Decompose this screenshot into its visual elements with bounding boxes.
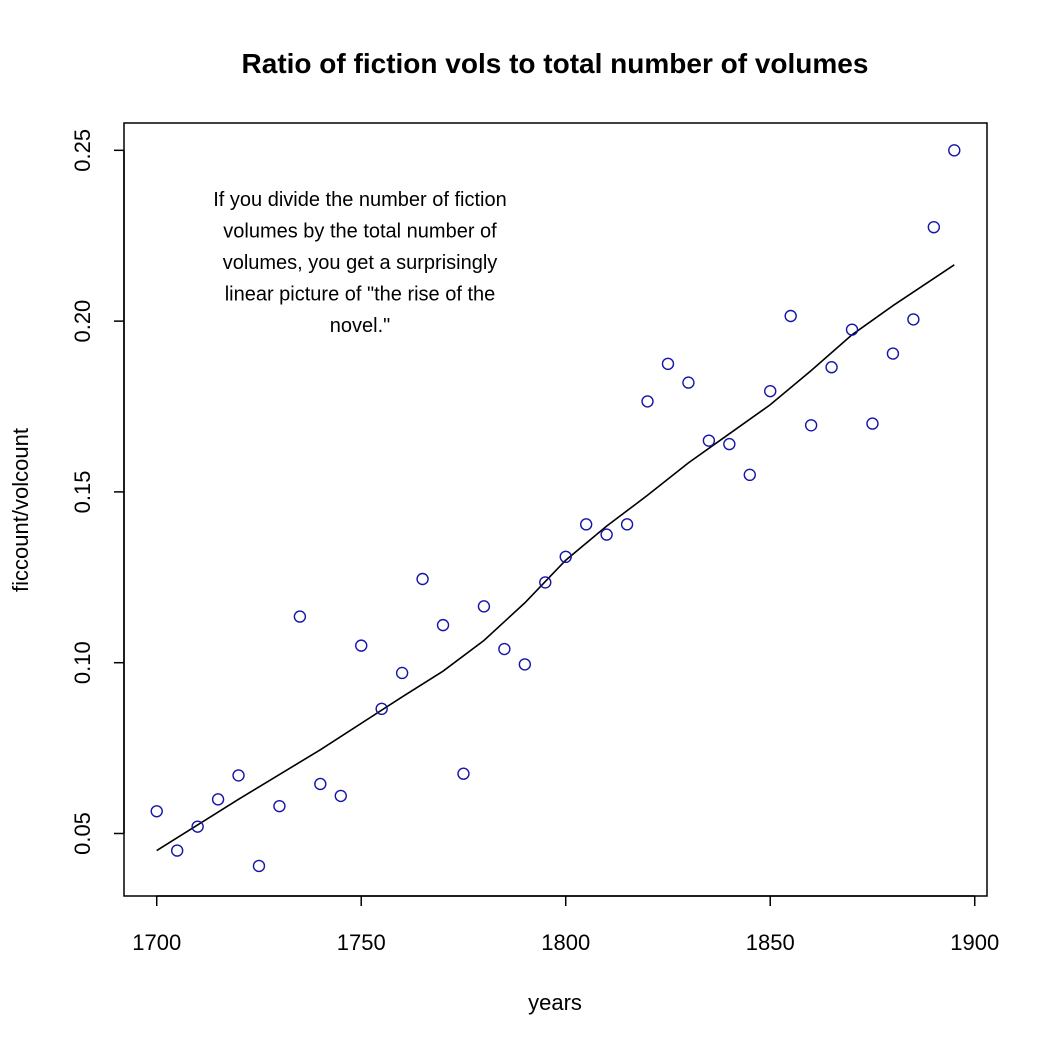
annotation-text: If you divide the number of fiction volum… bbox=[213, 189, 507, 337]
data-point bbox=[477, 600, 491, 613]
x-tick-label: 1700 bbox=[132, 930, 181, 955]
data-point bbox=[273, 799, 286, 813]
annotation-line: volumes by the total number of bbox=[223, 221, 497, 243]
data-point bbox=[457, 767, 470, 780]
data-point bbox=[804, 419, 818, 432]
data-point bbox=[907, 313, 920, 326]
y-tick-label: 0.15 bbox=[70, 470, 95, 513]
data-point bbox=[641, 395, 654, 408]
data-point bbox=[927, 220, 941, 234]
x-tick-label: 1900 bbox=[950, 930, 999, 955]
data-points-layer bbox=[150, 144, 961, 873]
data-point bbox=[314, 777, 327, 791]
annotation-line: If you divide the number of fiction bbox=[213, 189, 507, 211]
data-point bbox=[682, 376, 695, 389]
y-tick-label: 0.25 bbox=[70, 129, 95, 172]
x-tick-label: 1750 bbox=[337, 930, 386, 955]
trend-line bbox=[156, 264, 955, 852]
annotation-line: novel." bbox=[330, 315, 390, 337]
x-tick-label: 1800 bbox=[541, 930, 590, 955]
y-tick-label: 0.05 bbox=[70, 812, 95, 855]
y-tick-label: 0.20 bbox=[70, 300, 95, 343]
data-point bbox=[355, 639, 368, 652]
data-point bbox=[579, 518, 593, 531]
data-point bbox=[702, 434, 716, 447]
data-point bbox=[600, 528, 613, 541]
data-point bbox=[559, 550, 572, 564]
data-point bbox=[395, 666, 409, 680]
x-axis: 1700 1750 1800 1850 1900 bbox=[132, 895, 999, 955]
data-point bbox=[764, 384, 777, 398]
x-tick-label: 1850 bbox=[746, 930, 795, 955]
data-point bbox=[436, 618, 450, 632]
data-point bbox=[252, 859, 266, 873]
data-point bbox=[498, 642, 511, 656]
x-axis-label: years bbox=[528, 990, 582, 1015]
data-point bbox=[886, 347, 900, 360]
data-point bbox=[723, 437, 736, 451]
trend-line-layer bbox=[156, 264, 955, 852]
data-point bbox=[518, 658, 532, 671]
y-axis: 0.05 0.10 0.15 0.20 0.25 bbox=[70, 129, 125, 855]
data-point bbox=[232, 769, 245, 782]
data-point bbox=[620, 518, 634, 531]
data-point bbox=[191, 820, 204, 833]
annotation-line: volumes, you get a surprisingly bbox=[223, 252, 498, 274]
data-point bbox=[825, 361, 838, 374]
data-point bbox=[334, 789, 347, 803]
data-point bbox=[293, 610, 307, 623]
data-point bbox=[375, 702, 388, 716]
data-point bbox=[845, 323, 859, 336]
y-tick-label: 0.10 bbox=[70, 641, 95, 684]
data-point bbox=[150, 805, 163, 818]
data-point bbox=[170, 844, 184, 857]
data-point bbox=[416, 572, 429, 586]
y-axis-label: ficcount/volcount bbox=[8, 428, 33, 592]
data-point bbox=[211, 793, 225, 806]
annotation-line: linear picture of "the rise of the bbox=[225, 284, 496, 306]
chart-title: Ratio of fiction vols to total number of… bbox=[242, 48, 869, 79]
data-point bbox=[661, 357, 675, 371]
data-point bbox=[866, 417, 879, 430]
data-point bbox=[539, 576, 552, 589]
data-point bbox=[743, 468, 756, 482]
data-point bbox=[784, 309, 797, 323]
data-point bbox=[948, 144, 961, 157]
